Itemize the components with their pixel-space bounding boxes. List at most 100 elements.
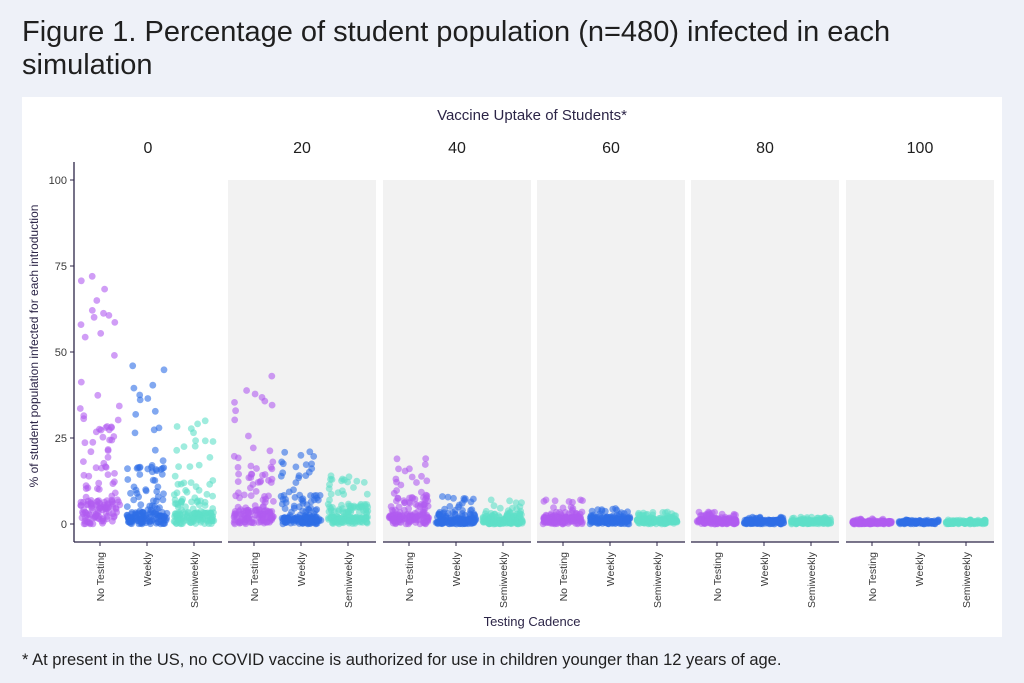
data-point	[194, 420, 202, 428]
data-point	[396, 513, 404, 521]
y-tick-label: 75	[55, 261, 67, 273]
data-point	[788, 517, 795, 525]
data-point	[949, 517, 957, 524]
data-point	[254, 512, 261, 519]
x-axis-label: Testing Cadence	[484, 614, 581, 629]
data-point	[172, 500, 180, 508]
x-tick-label: Semiweekly	[498, 551, 510, 608]
data-point	[85, 472, 93, 480]
data-point	[99, 433, 107, 441]
facet-label: 20	[293, 140, 311, 157]
x-tick-label: No Testing	[95, 552, 107, 602]
data-point	[326, 481, 333, 488]
data-point	[242, 516, 250, 524]
data-point	[297, 451, 305, 459]
data-point	[109, 480, 117, 487]
data-point	[609, 505, 617, 513]
data-point	[258, 394, 266, 401]
data-point	[400, 497, 408, 505]
data-point	[418, 488, 425, 496]
data-point	[102, 424, 110, 431]
data-point	[180, 443, 188, 450]
data-point	[973, 519, 981, 527]
data-point	[187, 519, 195, 527]
data-point	[393, 478, 400, 486]
data-point	[234, 464, 242, 471]
data-point	[101, 285, 108, 293]
data-point	[291, 494, 299, 501]
data-point	[80, 415, 88, 423]
x-tick-label: Weekly	[914, 551, 926, 586]
data-point	[335, 506, 343, 513]
data-point	[624, 517, 632, 525]
data-point	[256, 478, 264, 486]
data-point	[79, 498, 87, 506]
data-point	[578, 508, 586, 516]
data-point	[150, 497, 157, 505]
data-point	[268, 372, 276, 380]
x-tick-label: No Testing	[404, 552, 416, 602]
data-point	[249, 444, 257, 452]
data-point	[231, 399, 238, 406]
data-point	[513, 505, 520, 513]
data-point	[129, 362, 137, 370]
data-point	[104, 471, 112, 478]
data-point	[277, 472, 285, 480]
data-point	[270, 498, 277, 505]
data-point	[132, 411, 140, 418]
data-point	[416, 520, 424, 528]
data-point	[773, 517, 781, 525]
data-point	[285, 516, 292, 524]
data-point	[170, 491, 178, 499]
data-point	[651, 516, 659, 524]
data-point	[133, 490, 141, 497]
data-point	[136, 463, 144, 471]
data-point	[459, 507, 466, 514]
data-point	[421, 461, 429, 468]
data-point	[187, 425, 195, 432]
data-point	[487, 496, 495, 504]
facet-label: 80	[756, 140, 774, 157]
data-point	[247, 474, 255, 481]
data-point	[313, 517, 321, 525]
data-point	[470, 519, 478, 527]
data-point	[89, 438, 97, 446]
x-tick-label: Semiweekly	[652, 551, 664, 608]
data-point	[95, 479, 103, 487]
data-point	[249, 481, 257, 488]
data-point	[76, 405, 84, 412]
data-point	[109, 510, 117, 517]
x-tick-label: No Testing	[558, 552, 570, 602]
data-point	[171, 472, 179, 480]
data-point	[108, 436, 116, 444]
data-point	[507, 519, 514, 527]
y-tick-label: 50	[55, 347, 67, 359]
data-point	[561, 517, 569, 525]
data-point	[672, 518, 680, 525]
data-point	[807, 518, 815, 526]
data-point	[188, 498, 195, 506]
data-point	[82, 509, 90, 516]
data-point	[760, 517, 768, 525]
data-point	[854, 518, 862, 526]
data-point	[337, 515, 345, 522]
data-point	[136, 396, 144, 404]
data-point	[260, 516, 268, 523]
data-point	[295, 474, 302, 482]
data-point	[81, 439, 89, 447]
data-point	[240, 491, 248, 499]
data-point	[501, 517, 509, 525]
data-point	[97, 330, 105, 337]
data-point	[100, 459, 108, 467]
data-point	[153, 505, 161, 513]
data-point	[234, 478, 242, 485]
data-point	[328, 513, 336, 521]
data-point	[137, 501, 145, 509]
faceted-scatter-chart: Vaccine Uptake of Students* % of student…	[27, 107, 994, 629]
data-point	[230, 452, 238, 460]
data-point	[201, 437, 209, 445]
data-point	[496, 504, 504, 512]
data-point	[102, 509, 110, 516]
data-point	[303, 501, 311, 509]
data-point	[180, 479, 188, 487]
